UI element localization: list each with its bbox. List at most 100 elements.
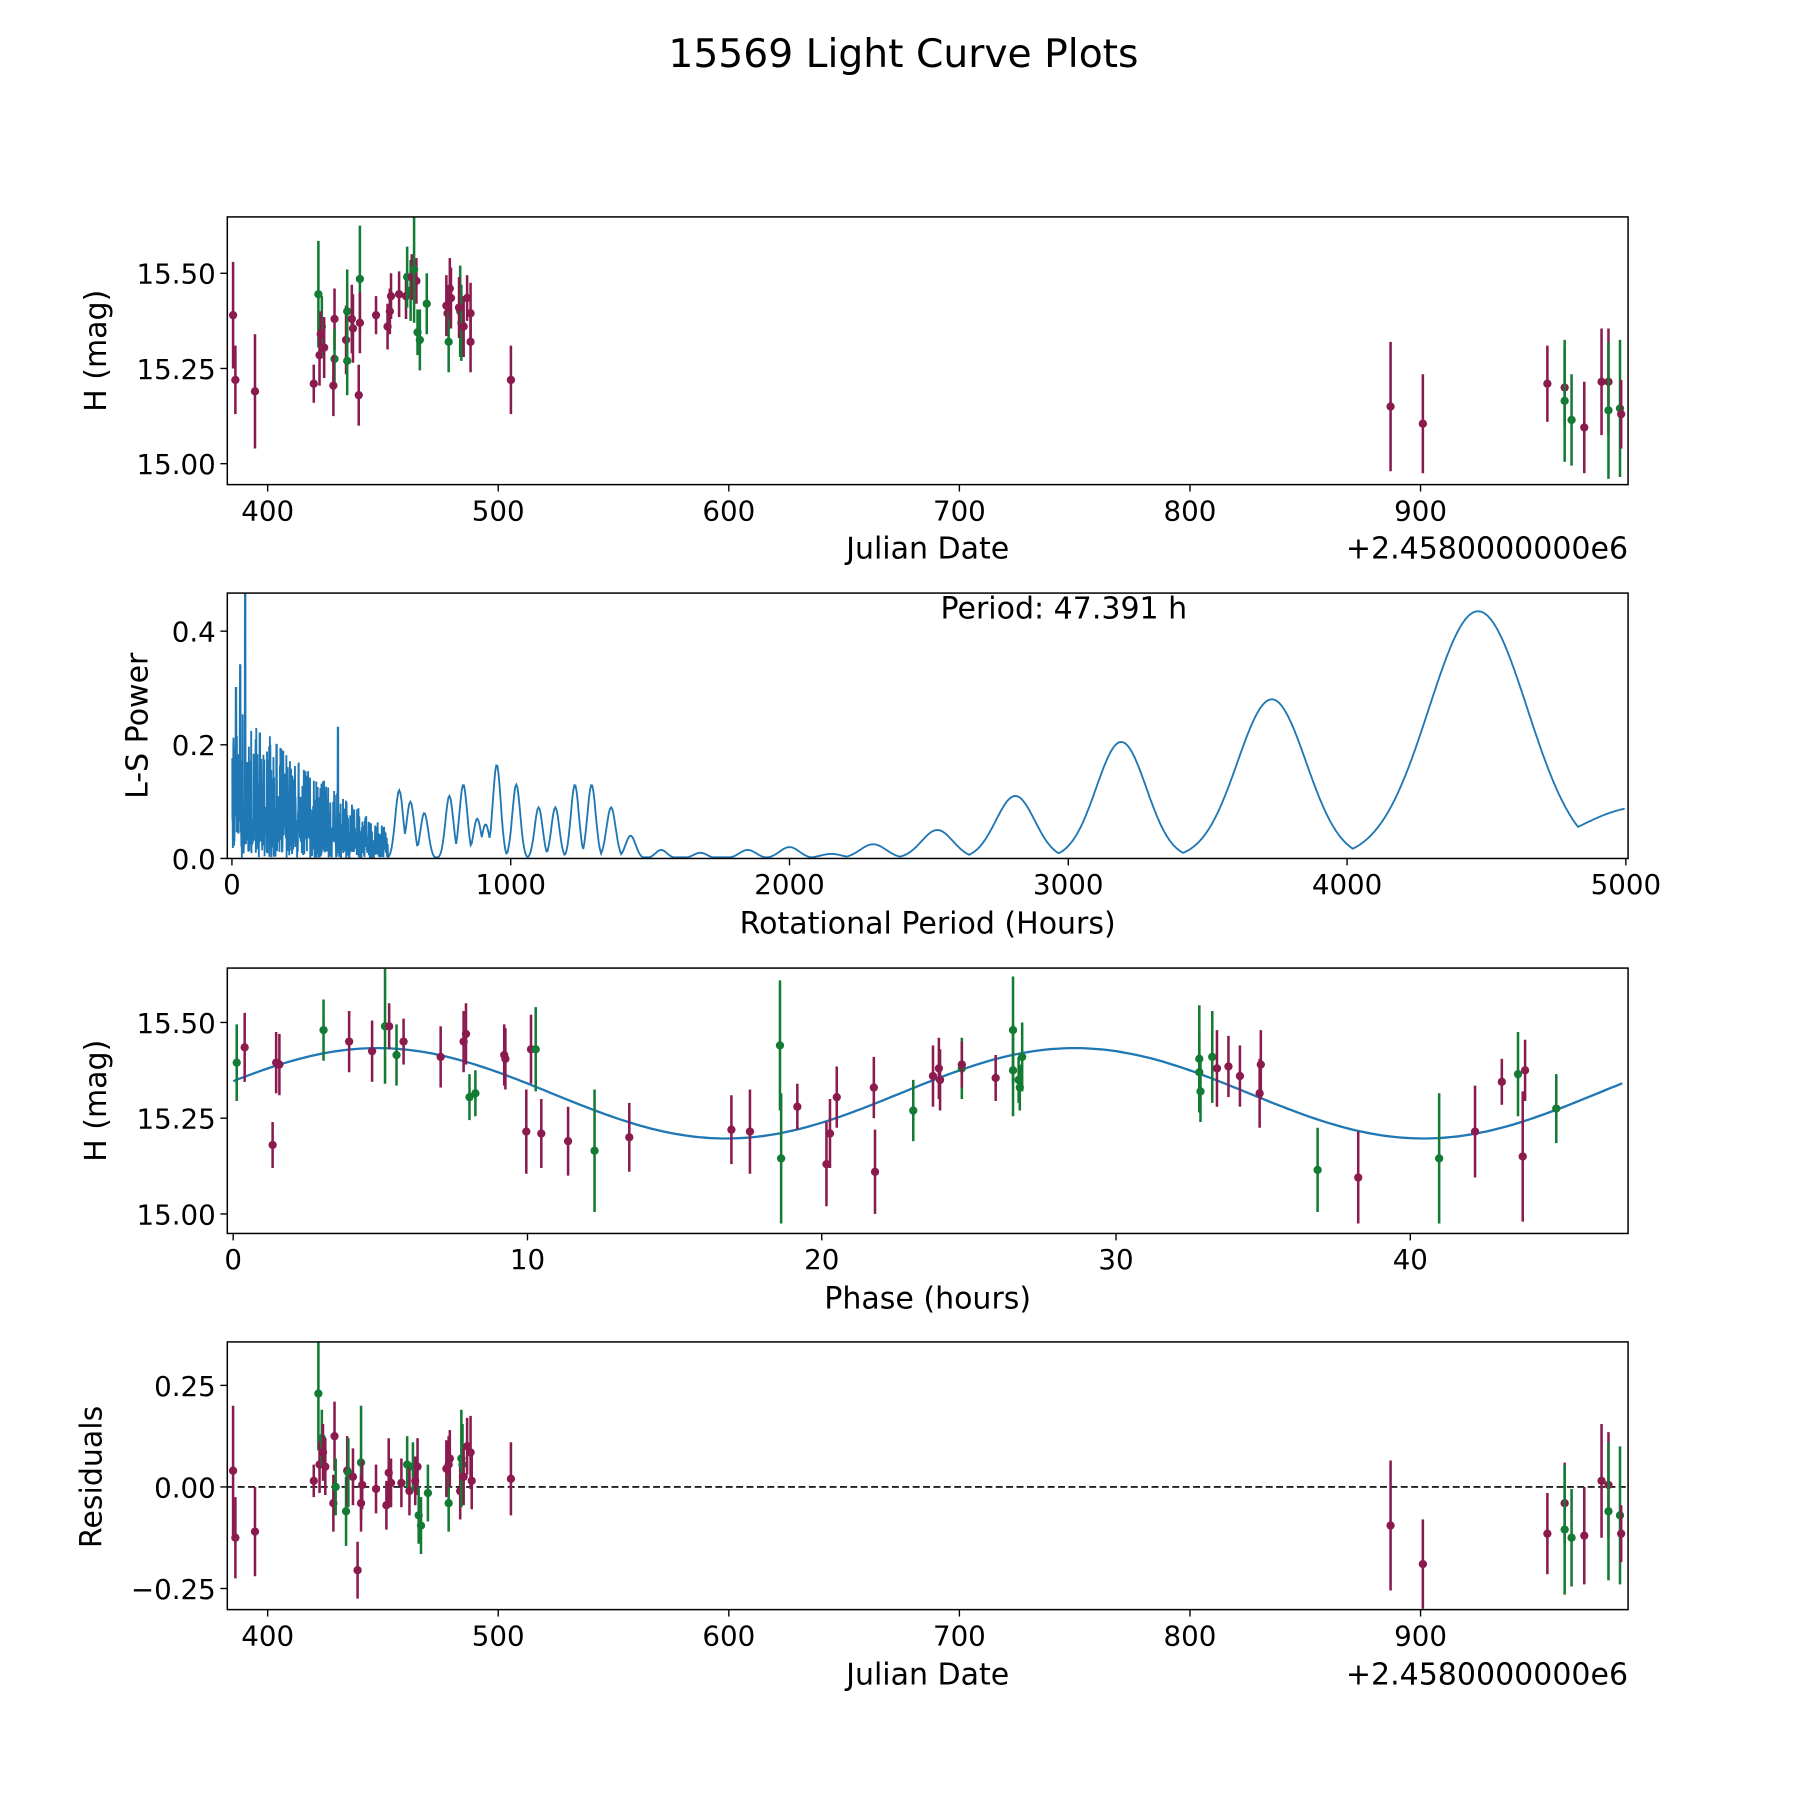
periodogram-panel: Rotational Period (Hours) L-S Power Peri… xyxy=(121,591,1661,941)
data-point xyxy=(405,1466,414,1516)
data-marker xyxy=(466,337,475,346)
data-point xyxy=(240,1012,249,1082)
data-point xyxy=(436,1026,445,1088)
plot-area xyxy=(228,216,1626,479)
data-marker xyxy=(1418,1559,1428,1569)
data-marker xyxy=(232,1058,241,1067)
data-point xyxy=(399,1018,408,1065)
y-tick-label: 15.50 xyxy=(137,1007,216,1040)
data-marker xyxy=(1354,1173,1363,1182)
data-point xyxy=(1208,1010,1217,1103)
y-tick-label: 0.25 xyxy=(154,1370,216,1403)
light-curve-panel: Julian Date H (mag) +2.4580000000e6 400 5… xyxy=(79,216,1629,566)
data-point xyxy=(1386,1460,1395,1591)
data-marker xyxy=(459,1472,468,1481)
data-marker xyxy=(1567,415,1576,425)
data-marker xyxy=(1617,410,1626,419)
data-point xyxy=(415,309,424,371)
x-tick-label: 3000 xyxy=(1033,868,1103,901)
data-marker xyxy=(371,311,381,320)
data-marker xyxy=(385,1022,394,1031)
data-marker xyxy=(436,1052,445,1062)
data-marker xyxy=(444,337,453,346)
data-point xyxy=(1418,1519,1428,1609)
data-marker xyxy=(1580,423,1589,432)
data-point xyxy=(446,267,456,329)
data-point xyxy=(869,1056,878,1119)
phase-folded-panel: Phase (hours) H (mag) 0 10 20 30 40 15.00 15.2… xyxy=(79,967,1629,1316)
data-marker xyxy=(590,1146,599,1155)
data-marker xyxy=(1597,377,1606,386)
data-marker xyxy=(1386,1521,1395,1530)
data-marker xyxy=(386,291,396,301)
x-axis-label: Rotational Period (Hours) xyxy=(740,906,1116,941)
data-marker xyxy=(1212,1064,1222,1073)
data-marker xyxy=(1604,406,1613,415)
data-marker xyxy=(344,1037,354,1046)
data-point xyxy=(471,1070,480,1117)
data-point xyxy=(1386,341,1395,472)
data-marker xyxy=(386,1478,396,1488)
data-marker xyxy=(367,1047,377,1056)
y-tick-label: 0.4 xyxy=(172,616,216,649)
data-point xyxy=(275,1033,284,1096)
data-point xyxy=(1235,1045,1245,1107)
data-marker xyxy=(409,265,419,274)
data-marker xyxy=(935,1075,945,1085)
data-point xyxy=(353,1541,362,1599)
data-point xyxy=(563,1106,573,1176)
data-marker xyxy=(422,299,431,308)
data-marker xyxy=(1543,1529,1552,1538)
x-tick-label: 30 xyxy=(1098,1243,1133,1276)
data-marker xyxy=(331,1482,340,1492)
data-marker xyxy=(531,1045,540,1054)
data-point xyxy=(385,1003,394,1050)
data-point xyxy=(309,364,318,403)
data-point xyxy=(321,1438,330,1496)
data-point xyxy=(344,1010,354,1073)
x-axis-label: Julian Date xyxy=(844,531,1009,566)
data-point xyxy=(386,1458,396,1508)
data-point xyxy=(793,1083,802,1130)
data-point xyxy=(423,1464,433,1522)
data-marker xyxy=(625,1133,634,1142)
data-point xyxy=(231,345,240,415)
data-point xyxy=(775,980,785,1111)
data-point xyxy=(1617,379,1626,449)
data-marker xyxy=(1520,1066,1530,1075)
data-point xyxy=(1543,1493,1552,1575)
data-marker xyxy=(250,1527,260,1536)
data-marker xyxy=(909,1106,918,1115)
x-tick-label: 20 xyxy=(804,1243,839,1276)
data-marker xyxy=(316,330,325,339)
data-marker xyxy=(1470,1127,1480,1136)
y-axis-label: H (mag) xyxy=(79,1040,114,1162)
data-marker xyxy=(394,290,404,299)
data-marker xyxy=(228,1466,238,1475)
data-marker xyxy=(506,1474,516,1483)
x-tick-label: 900 xyxy=(1394,1619,1447,1652)
data-marker xyxy=(348,324,358,333)
data-point xyxy=(462,1417,472,1475)
data-point xyxy=(371,296,381,335)
data-point xyxy=(367,1020,377,1082)
data-point xyxy=(1470,1085,1480,1178)
data-marker xyxy=(445,1454,454,1463)
data-marker xyxy=(341,1507,351,1516)
axes-frame xyxy=(226,967,1629,1235)
data-point xyxy=(1196,1060,1205,1123)
data-marker xyxy=(309,1476,318,1486)
data-point xyxy=(537,1099,546,1168)
data-marker xyxy=(413,1462,422,1471)
data-marker xyxy=(1313,1165,1322,1175)
x-tick-label: 900 xyxy=(1394,494,1447,527)
data-point xyxy=(314,1341,323,1451)
data-marker xyxy=(250,387,260,396)
axes-frame xyxy=(226,1341,1629,1611)
data-point xyxy=(416,1497,426,1554)
data-marker xyxy=(319,1025,328,1035)
data-marker xyxy=(957,1060,966,1069)
data-point xyxy=(625,1102,634,1172)
x-tick-label: 1000 xyxy=(475,868,545,901)
data-marker xyxy=(423,1488,433,1498)
